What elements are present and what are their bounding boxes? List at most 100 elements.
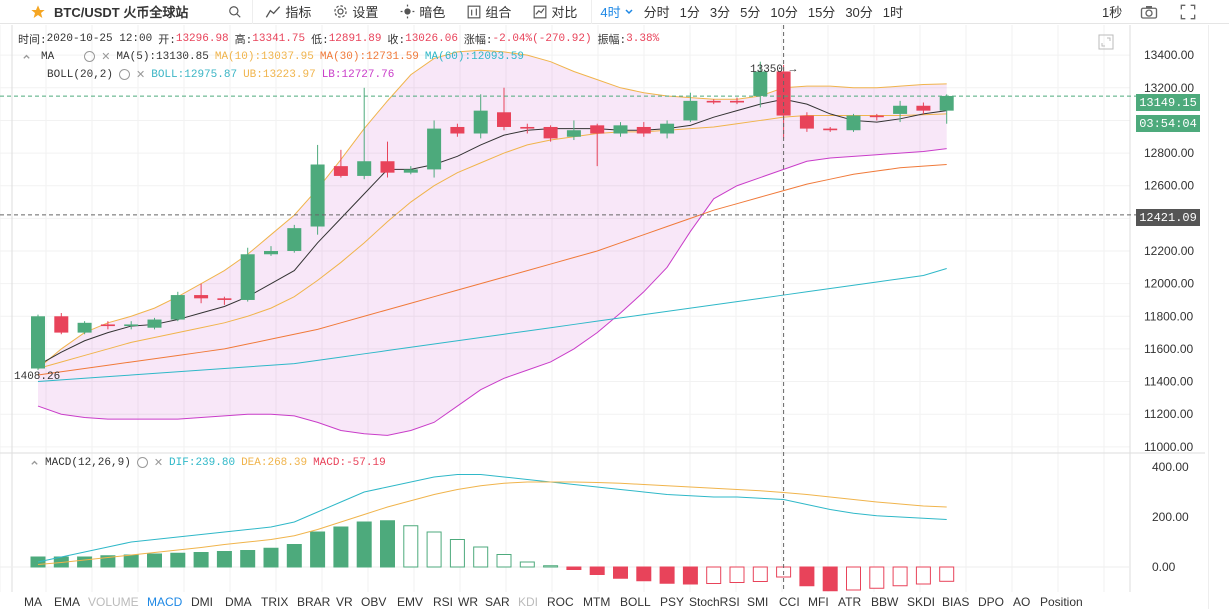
tab-atr[interactable]: ATR: [838, 595, 862, 609]
price-axis-label: 12200.00: [1144, 244, 1194, 258]
tab-wr[interactable]: WR: [458, 595, 478, 609]
tab-position[interactable]: Position: [1040, 595, 1083, 609]
macd-bar: [426, 531, 442, 568]
macd-bar: [403, 525, 419, 568]
tf-1h[interactable]: 1时: [882, 5, 904, 20]
macd-axis-label: 400.00: [1152, 460, 1189, 474]
price-axis-label: 11600.00: [1144, 342, 1193, 356]
boll-lb-line: [37, 148, 947, 436]
candle-body: [170, 295, 185, 320]
kline-chart[interactable]: 13400.0013200.0013000.0012800.0012600.00…: [0, 25, 1229, 609]
tf-1m[interactable]: 1分: [679, 5, 700, 20]
tab-ema[interactable]: EMA: [54, 595, 81, 609]
tab-sar[interactable]: SAR: [485, 595, 510, 609]
tab-kdi[interactable]: KDI: [518, 595, 539, 609]
tab-bias[interactable]: BIAS: [942, 595, 970, 609]
close-value: 13026.06: [405, 33, 458, 45]
tab-ma[interactable]: MA: [24, 595, 42, 609]
macd-settings-icon[interactable]: [136, 457, 148, 468]
search-icon[interactable]: [228, 0, 242, 24]
macd-bar: [100, 555, 116, 568]
tab-dmi[interactable]: DMI: [191, 595, 213, 609]
tf-15m[interactable]: 15分: [807, 5, 836, 20]
macd-bar: [729, 566, 745, 583]
tab-boll[interactable]: BOLL: [620, 595, 651, 609]
indicators-icon: [266, 5, 281, 18]
tab-volume[interactable]: VOLUME: [88, 595, 139, 609]
compare-label: 对比: [551, 5, 578, 20]
high-label: 高:: [234, 35, 253, 47]
macd-bar: [380, 520, 395, 568]
tf-4h[interactable]: 4时: [600, 5, 621, 20]
tab-dpo[interactable]: DPO: [978, 595, 1005, 609]
candle-body: [566, 130, 581, 137]
candle-body: [403, 169, 418, 173]
candle-body: [776, 71, 791, 116]
tab-roc[interactable]: ROC: [547, 595, 574, 609]
tab-vr[interactable]: VR: [336, 595, 353, 609]
top-toolbar: BTC/USDT 火币全球站 指标 设置 暗色 组合 对比 4时 分时 1分 3…: [0, 0, 1229, 24]
candle-body: [683, 100, 698, 121]
tab-bbw[interactable]: BBW: [871, 595, 899, 609]
ma-settings-icon[interactable]: [84, 51, 96, 62]
tf-3m[interactable]: 3分: [709, 5, 731, 20]
indicators-button[interactable]: 指标: [265, 0, 311, 24]
refresh-interval[interactable]: 1秒: [1102, 5, 1123, 20]
divider: [252, 0, 254, 24]
boll-close-icon[interactable]: ✕: [136, 69, 146, 81]
dea-value: DEA:268.39: [241, 456, 308, 469]
boll-name: BOLL(20,2): [47, 68, 114, 81]
tab-obv[interactable]: OBV: [361, 595, 387, 609]
amp-value: 3.38%: [626, 33, 660, 45]
sun-icon: [401, 4, 415, 19]
candle-body: [450, 126, 465, 134]
tab-rsi[interactable]: RSI: [433, 595, 454, 609]
macd-bar: [613, 566, 628, 579]
macd-bar: [263, 547, 279, 568]
tab-dma[interactable]: DMA: [225, 595, 252, 609]
tf-timeshare[interactable]: 分时: [643, 5, 670, 20]
ma5-value: MA(5):13130.85: [116, 50, 209, 63]
collapse-icon: [31, 460, 38, 465]
ma-close-icon[interactable]: ✕: [101, 51, 111, 63]
tf-5m[interactable]: 5分: [740, 5, 761, 20]
theme-button[interactable]: 暗色: [400, 0, 445, 24]
symbol-name[interactable]: BTC/USDT 火币全球站: [54, 5, 189, 20]
compare-icon: [533, 5, 547, 18]
tab-psy[interactable]: PSY: [660, 595, 685, 609]
macd-bar: [892, 566, 908, 587]
combine-icon: [467, 5, 481, 18]
tf-10m[interactable]: 10分: [770, 5, 798, 20]
settings-button[interactable]: 设置: [333, 0, 378, 24]
combine-button[interactable]: 组合: [467, 0, 511, 24]
tab-smi[interactable]: SMI: [747, 595, 769, 609]
camera-icon[interactable]: [1140, 0, 1158, 24]
theme-label: 暗色: [419, 5, 446, 20]
ma-name: MA: [41, 50, 55, 63]
macd-bar: [939, 566, 955, 582]
tab-skdi[interactable]: SKDI: [907, 595, 936, 609]
tab-emv[interactable]: EMV: [397, 595, 424, 609]
tab-stochrsi[interactable]: StochRSI: [689, 595, 740, 609]
price-axis-label: 11000.00: [1144, 440, 1193, 454]
favorite-icon[interactable]: [30, 0, 46, 24]
fullscreen-icon[interactable]: [1180, 0, 1196, 24]
expand-icon[interactable]: [1098, 34, 1114, 53]
tf-30m[interactable]: 30分: [845, 5, 873, 20]
current-price-tag: 13149.15: [1136, 94, 1200, 111]
tab-macd[interactable]: MACD: [147, 595, 183, 609]
candle-body: [240, 254, 255, 300]
candle-body: [100, 324, 115, 327]
tab-ao[interactable]: AO: [1013, 595, 1031, 609]
macd-bar: [286, 544, 302, 568]
tab-cci[interactable]: CCI: [779, 595, 800, 609]
change-value: -2.04%(-270.92): [492, 33, 592, 45]
macd-close-icon[interactable]: ✕: [153, 457, 164, 469]
boll-settings-icon[interactable]: [119, 69, 131, 80]
tab-mtm[interactable]: MTM: [583, 595, 611, 609]
tab-trix[interactable]: TRIX: [261, 595, 289, 609]
tab-brar[interactable]: BRAR: [297, 595, 331, 609]
candle-body: [310, 164, 325, 227]
tab-mfi[interactable]: MFI: [808, 595, 829, 609]
compare-button[interactable]: 对比: [533, 0, 577, 24]
